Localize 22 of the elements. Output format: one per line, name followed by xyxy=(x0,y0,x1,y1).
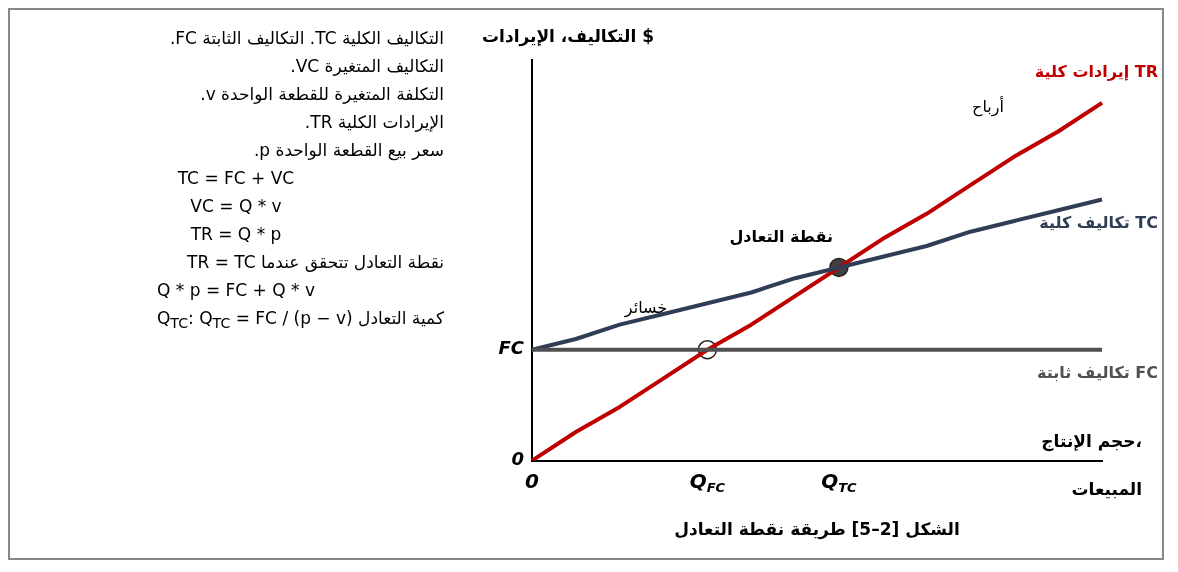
y-axis-title: التكاليف، الإيرادات $ xyxy=(482,26,655,48)
text: سعر بيع القطعة الواحدة p. xyxy=(252,139,444,163)
text: الشكل [2–5] طريقة نقطة التعادل xyxy=(674,519,960,541)
text: TR = Q * p xyxy=(189,223,283,246)
text: التكاليف المتغيرة VC. xyxy=(289,55,444,78)
annotation: أرباح xyxy=(972,96,1004,118)
x-tick-label: 0 xyxy=(525,468,540,493)
annotation: نقطة التعادل xyxy=(729,226,833,246)
annotation: 0 xyxy=(511,448,525,470)
text: التكاليف الكلية TC. التكاليف الثابتة FC. xyxy=(168,27,444,50)
annotation: خسائر xyxy=(623,297,668,318)
text: حجم الإنتاج، المبيعات xyxy=(1041,431,1142,500)
series-label: تكاليف ثابتة FC xyxy=(1037,362,1158,382)
text: VC = Q * v xyxy=(189,195,283,218)
series-label: إيرادات كلية TR xyxy=(1034,62,1158,82)
text: التكلفة المتغيرة للقطعة الواحدة v. xyxy=(199,83,444,106)
text: Q * p = FC + Q * v xyxy=(156,279,316,302)
series-label: تكاليف كلية TC xyxy=(1039,212,1158,232)
text: نقطة التعادل تتحقق عندما TR = TC xyxy=(186,251,444,274)
annotation: FC xyxy=(498,337,525,359)
text: الإيرادات الكلية TR. xyxy=(303,111,444,134)
text: TC = FC + VC xyxy=(176,167,296,190)
